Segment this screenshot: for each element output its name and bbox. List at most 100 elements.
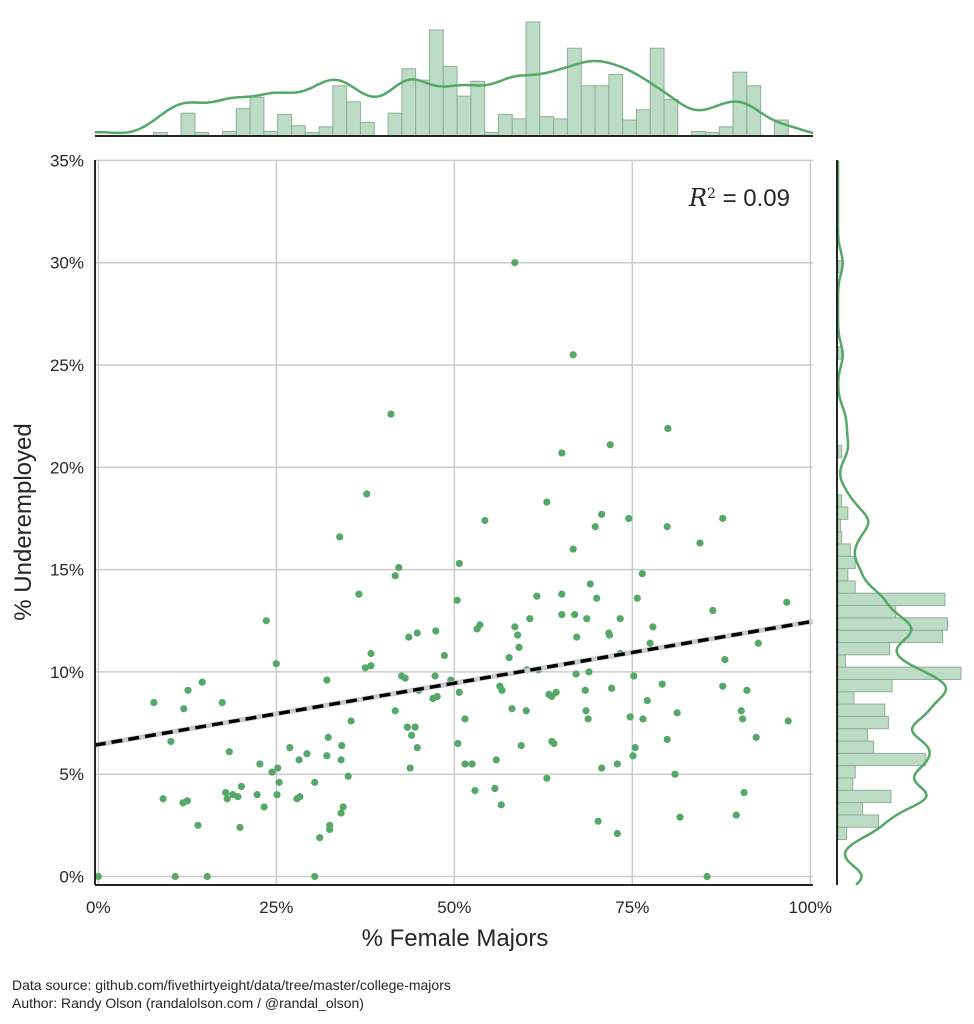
- scatter-point: [572, 670, 580, 678]
- scatter-point: [606, 441, 614, 449]
- scatter-point: [361, 664, 369, 672]
- right-hist-bar: [837, 765, 856, 779]
- y-axis-label: % Underemployed: [10, 423, 37, 620]
- scatter-point: [432, 627, 440, 635]
- scatter-point: [526, 615, 534, 623]
- scatter-point: [234, 793, 242, 801]
- scatter-point: [511, 623, 519, 631]
- scatter-point: [253, 791, 261, 799]
- scatter-point: [286, 744, 294, 752]
- right-hist-bar: [837, 617, 948, 631]
- scatter-point: [273, 791, 281, 799]
- scatter-point: [323, 676, 331, 684]
- axes: [94, 135, 838, 886]
- scatter-point: [605, 631, 614, 639]
- scatter-point: [784, 717, 792, 725]
- y-tick-label: 20%: [50, 458, 84, 477]
- scatter-point: [296, 793, 304, 801]
- y-tick-label: 5%: [59, 765, 84, 784]
- top-hist-bar: [663, 99, 679, 137]
- scatter-point: [613, 829, 621, 838]
- scatter-point: [719, 682, 727, 690]
- x-tick-label: 50%: [437, 898, 471, 917]
- top-hist-bar: [566, 47, 582, 137]
- scatter-point: [268, 768, 276, 776]
- scatter-point: [324, 733, 332, 741]
- x-tick-label: 25%: [259, 898, 293, 917]
- scatter-point: [649, 623, 657, 631]
- scatter-point: [737, 707, 745, 715]
- scatter-point: [569, 351, 577, 359]
- scatter-point: [454, 739, 462, 748]
- scatter-point: [515, 643, 523, 651]
- top-hist-bar: [442, 65, 458, 137]
- right-hist-bar: [837, 789, 892, 804]
- scatter-point: [709, 606, 717, 615]
- r2-value: = 0.09: [716, 185, 790, 212]
- top-hist-bar: [346, 101, 361, 137]
- right-hist-bar: [837, 543, 851, 557]
- scatter-point: [558, 449, 566, 457]
- scatter-point: [433, 692, 441, 701]
- scatter-point: [323, 752, 331, 760]
- scatter-point: [260, 803, 268, 811]
- scatter-point: [406, 764, 414, 772]
- right-hist-bar: [837, 555, 856, 570]
- scatter-point: [581, 686, 589, 694]
- scatter-point: [159, 795, 167, 803]
- scatter-point: [732, 811, 740, 819]
- scatter-point: [94, 872, 102, 881]
- scatter-point: [583, 615, 591, 623]
- x-tick-label: 0%: [86, 898, 111, 917]
- scatter-point: [754, 639, 762, 647]
- top-hist-bar: [622, 119, 637, 137]
- scatter-point: [739, 715, 747, 723]
- scatter-point: [573, 633, 581, 641]
- scatter-point: [184, 686, 192, 694]
- scatter-point: [740, 789, 748, 797]
- scatter-point: [591, 523, 599, 531]
- r2-symbol: R: [688, 184, 707, 212]
- scatter-point: [403, 723, 411, 731]
- scatter-point: [391, 707, 399, 715]
- footer-author: Author: Randy Olson (randalolson.com / @…: [12, 995, 364, 1011]
- right-hist-bar: [837, 678, 893, 693]
- scatter-point: [183, 797, 191, 805]
- scatter-point: [676, 813, 684, 821]
- scatter-point: [629, 752, 637, 760]
- right-hist-bar: [837, 654, 846, 668]
- scatter-point: [339, 803, 347, 811]
- scatter-point: [511, 259, 519, 267]
- scatter-point: [646, 639, 654, 647]
- scatter-point: [367, 649, 375, 658]
- scatter-point: [180, 705, 188, 713]
- top-hist-bar: [608, 73, 624, 137]
- scatter-point: [783, 598, 791, 606]
- scatter-point: [593, 594, 601, 602]
- grid-lines: [95, 159, 813, 885]
- scatter-points: [94, 259, 792, 881]
- footer-data-source: Data source: github.com/fivethirtyeight/…: [12, 977, 451, 993]
- right-hist-bar: [837, 715, 889, 730]
- scatter-point: [664, 424, 672, 433]
- scatter-point: [630, 672, 638, 680]
- scatter-point: [517, 741, 525, 750]
- scatter-point: [363, 490, 371, 498]
- scatter-point: [514, 631, 522, 639]
- scatter-point: [405, 633, 413, 641]
- scatter-point: [571, 611, 579, 619]
- scatter-point: [616, 615, 624, 623]
- top-hist-bar: [456, 95, 472, 137]
- scatter-point: [256, 760, 264, 768]
- scatter-point: [413, 744, 421, 752]
- right-hist-bar: [837, 518, 841, 533]
- scatter-point: [326, 825, 334, 834]
- scatter-point: [626, 713, 634, 721]
- scatter-point: [497, 801, 505, 809]
- scatter-point: [395, 563, 403, 572]
- scatter-point: [167, 737, 175, 746]
- top-hist-bar: [511, 118, 527, 137]
- regression-line: [94, 618, 814, 748]
- top-hist-bar: [649, 47, 665, 137]
- scatter-point: [455, 559, 463, 568]
